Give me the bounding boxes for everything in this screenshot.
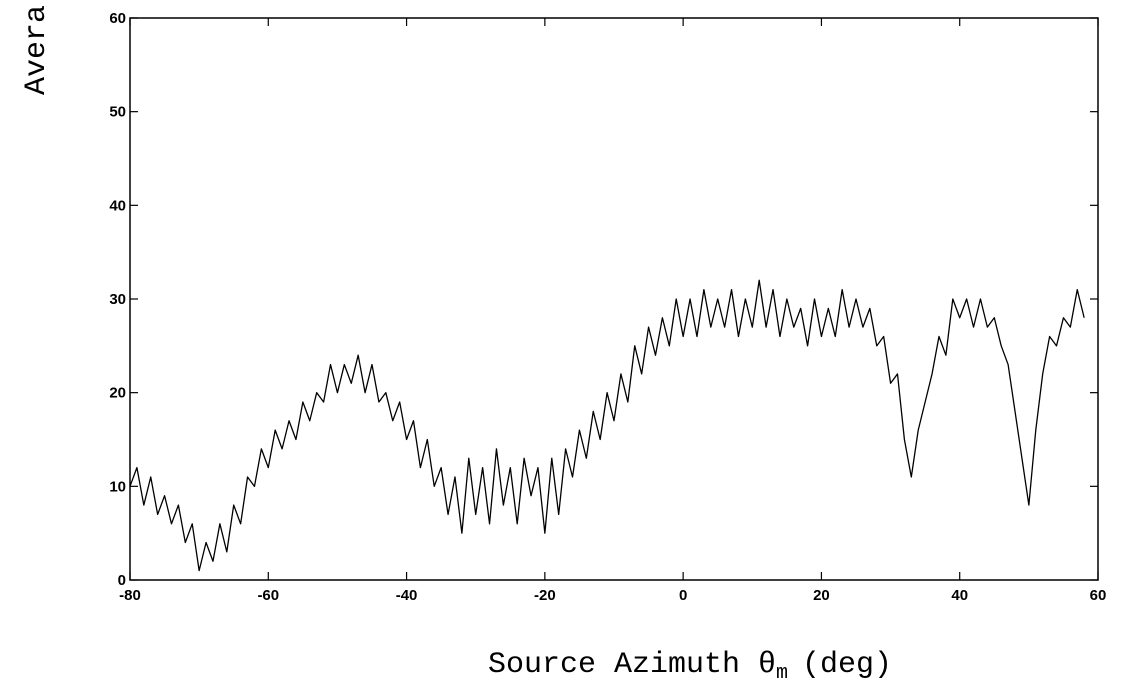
y-axis-label: Avera bbox=[20, 5, 54, 95]
x-tick-label: 60 bbox=[1090, 587, 1107, 604]
x-tick-label: 20 bbox=[813, 587, 830, 604]
x-axis-label-main: Source Azimuth θ bbox=[488, 648, 776, 681]
x-axis-label: Source Azimuth θm (deg) bbox=[488, 648, 892, 681]
y-tick-label: 40 bbox=[109, 197, 126, 214]
x-tick-label: -60 bbox=[257, 587, 279, 604]
y-tick-label: 10 bbox=[109, 478, 126, 495]
x-axis-label-unit: (deg) bbox=[802, 648, 892, 681]
x-tick-label: 0 bbox=[679, 587, 687, 604]
data-line bbox=[129, 279, 1085, 572]
y-tick-label: 0 bbox=[118, 572, 126, 589]
x-tick-label: -40 bbox=[396, 587, 418, 604]
y-tick-label: 20 bbox=[109, 385, 126, 402]
x-axis-label-sub: m bbox=[776, 662, 788, 681]
y-tick-label: 50 bbox=[109, 104, 126, 121]
x-tick-label: 40 bbox=[951, 587, 968, 604]
x-tick-label: -80 bbox=[119, 587, 141, 604]
x-tick-label: -20 bbox=[534, 587, 556, 604]
y-tick-label: 30 bbox=[109, 291, 126, 308]
y-tick-label: 60 bbox=[109, 10, 126, 27]
